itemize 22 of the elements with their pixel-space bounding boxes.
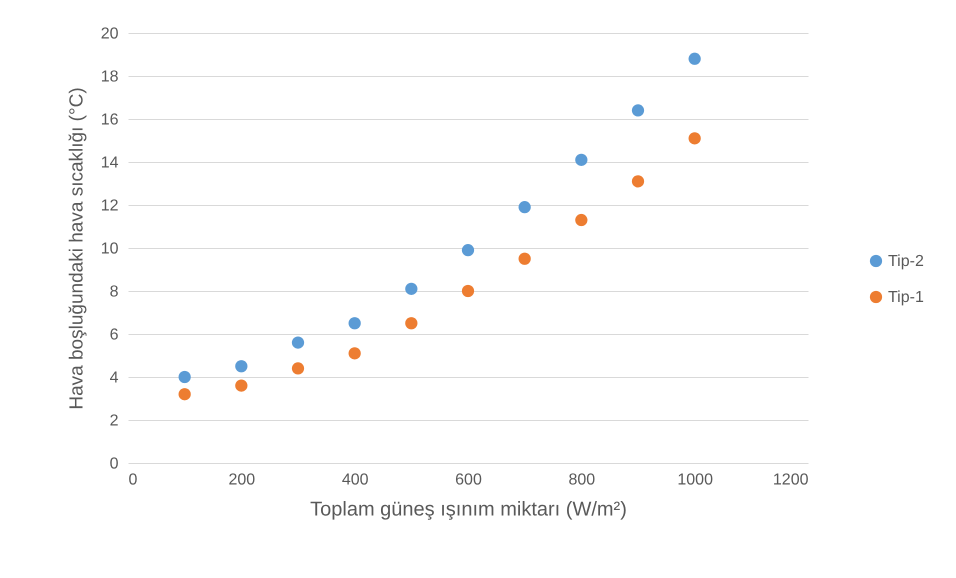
y-tick-label: 2 <box>110 412 119 430</box>
y-tick-label: 10 <box>100 240 119 258</box>
legend-label: Tip-1 <box>888 289 924 306</box>
y-tick-label: 12 <box>100 198 119 214</box>
x-tick-label: 400 <box>342 472 369 488</box>
x-tick-label: 1200 <box>772 472 809 488</box>
x-tick-label: 0 <box>128 472 138 488</box>
y-tick-label: 18 <box>100 68 119 86</box>
x-tick-label: 200 <box>228 472 256 488</box>
x-tick-label: 1000 <box>677 472 714 488</box>
x-axis-title: Toplam güneş ışınım miktarı (W/m²) <box>310 498 627 520</box>
y-tick-label: 0 <box>110 456 119 472</box>
y-tick-label: 20 <box>100 26 119 42</box>
y-axis-title: Hava boşluğundaki hava sıcaklığı (°C) <box>66 87 88 410</box>
y-tick-label: 6 <box>110 326 119 344</box>
x-tick-label: 800 <box>568 472 596 488</box>
y-tick-label: 4 <box>110 370 119 386</box>
legend-label: Tip-2 <box>888 253 924 270</box>
y-tick-label: 14 <box>100 154 119 172</box>
y-tick-label: 8 <box>110 284 119 300</box>
x-tick-label: 600 <box>455 472 482 488</box>
y-tick-label: 16 <box>100 112 119 128</box>
